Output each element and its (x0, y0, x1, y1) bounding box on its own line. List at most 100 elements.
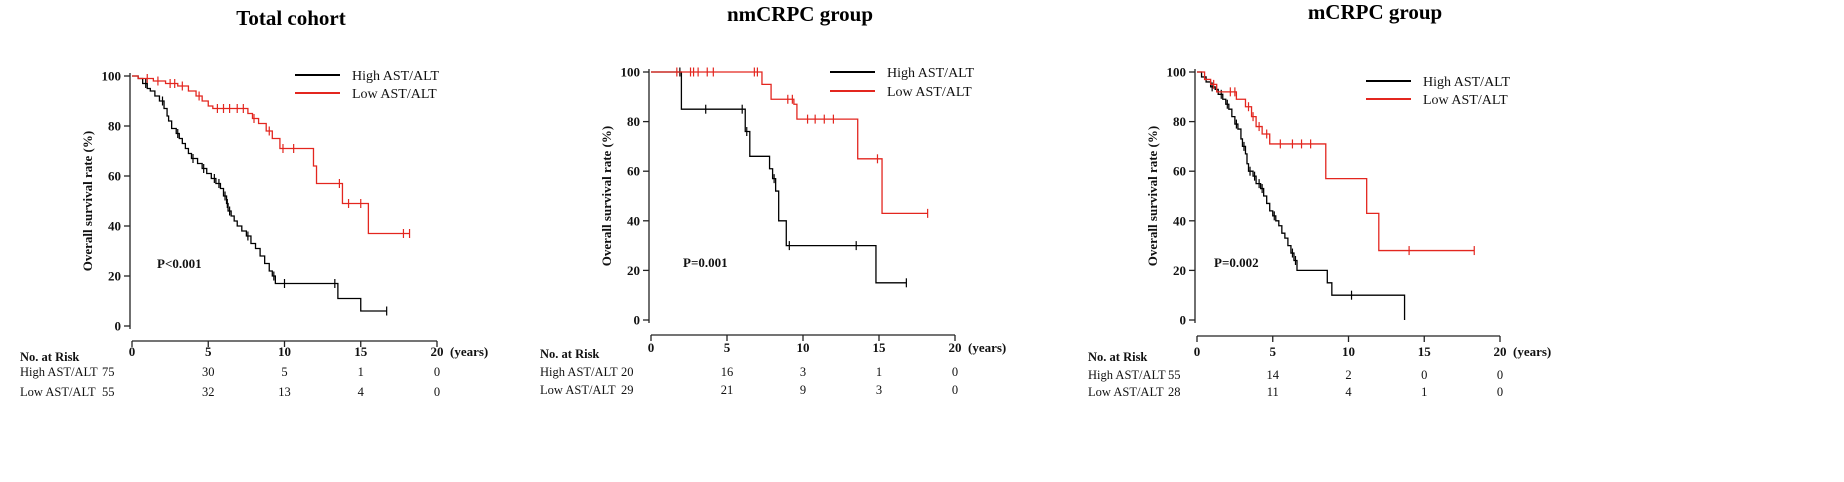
risk-count: 5 (281, 365, 287, 379)
y-tick-label: 60 (108, 169, 121, 184)
risk-row-label-high-ast-alt: High AST/ALT (20, 365, 98, 379)
y-axis-label: Overall survival rate (%) (1145, 126, 1160, 266)
risk-row-label-low-ast-alt: Low AST/ALT (20, 385, 96, 399)
risk-count: 13 (278, 385, 291, 399)
y-tick-label: 80 (1173, 114, 1186, 129)
y-axis-label: Overall survival rate (%) (599, 126, 614, 266)
y-tick-label: 100 (102, 69, 122, 84)
legend-label-high-ast-alt: High AST/ALT (1423, 75, 1510, 90)
x-axis-unit-label: (years) (968, 340, 1006, 355)
risk-count: 29 (621, 383, 634, 397)
risk-count: 0 (434, 365, 440, 379)
risk-count: 11 (1267, 385, 1279, 399)
risk-count: 1 (358, 365, 364, 379)
risk-count: 4 (358, 385, 365, 399)
risk-count: 16 (721, 365, 734, 379)
x-tick-label: 5 (205, 344, 212, 359)
y-tick-label: 0 (634, 313, 641, 328)
risk-count: 0 (1497, 385, 1503, 399)
risk-count: 0 (1497, 368, 1503, 382)
x-tick-label: 20 (949, 340, 962, 355)
legend-label-low-ast-alt: Low AST/ALT (887, 85, 972, 100)
y-tick-label: 80 (627, 114, 640, 129)
legend-label-high-ast-alt: High AST/ALT (352, 69, 439, 84)
risk-table-header: No. at Risk (20, 350, 79, 364)
risk-count: 1 (1421, 385, 1427, 399)
y-tick-label: 60 (1173, 164, 1186, 179)
y-tick-label: 100 (621, 65, 641, 80)
risk-count: 4 (1345, 385, 1352, 399)
risk-count: 3 (800, 365, 806, 379)
risk-table-header: No. at Risk (540, 347, 599, 361)
x-tick-label: 15 (354, 344, 368, 359)
risk-row-label-high-ast-alt: High AST/ALT (540, 365, 618, 379)
y-tick-label: 60 (627, 164, 640, 179)
x-tick-label: 10 (797, 340, 810, 355)
km-curve-high-ast-alt (132, 75, 387, 312)
risk-count: 32 (202, 385, 215, 399)
x-tick-label: 0 (129, 344, 136, 359)
risk-count: 2 (1345, 368, 1351, 382)
km-curve-high-ast-alt (651, 71, 907, 284)
x-tick-label: 15 (873, 340, 887, 355)
y-tick-label: 20 (108, 269, 121, 284)
p-value-annotation: P=0.001 (683, 255, 728, 270)
km-curve-low-ast-alt (1197, 71, 1475, 252)
y-tick-label: 0 (1180, 313, 1187, 328)
y-tick-label: 40 (1173, 213, 1186, 228)
risk-count: 14 (1267, 368, 1280, 382)
legend-label-low-ast-alt: Low AST/ALT (352, 87, 437, 102)
risk-count: 55 (102, 385, 115, 399)
risk-count: 0 (952, 383, 958, 397)
y-tick-label: 20 (1173, 263, 1186, 278)
x-tick-label: 20 (431, 344, 444, 359)
risk-count: 0 (1421, 368, 1427, 382)
chart-title: nmCRPC group (727, 2, 873, 26)
x-tick-label: 0 (1194, 344, 1201, 359)
risk-count: 3 (876, 383, 882, 397)
km-curve-high-ast-alt (1197, 71, 1406, 320)
y-tick-label: 0 (115, 319, 122, 334)
y-tick-label: 40 (108, 219, 121, 234)
x-tick-label: 10 (1342, 344, 1355, 359)
risk-count: 28 (1168, 385, 1181, 399)
legend-label-low-ast-alt: Low AST/ALT (1423, 93, 1508, 108)
legend-label-high-ast-alt: High AST/ALT (887, 66, 974, 81)
y-axis-label: Overall survival rate (%) (80, 131, 95, 271)
risk-count: 55 (1168, 368, 1181, 382)
risk-count: 75 (102, 365, 115, 379)
risk-count: 0 (952, 365, 958, 379)
risk-count: 21 (721, 383, 734, 397)
risk-count: 1 (876, 365, 882, 379)
y-tick-label: 100 (1167, 65, 1187, 80)
x-axis-unit-label: (years) (1513, 344, 1551, 359)
km-curve-low-ast-alt (132, 75, 410, 235)
risk-count: 0 (434, 385, 440, 399)
chart-title: Total cohort (236, 6, 345, 30)
y-tick-label: 20 (627, 263, 640, 278)
risk-count: 9 (800, 383, 806, 397)
x-tick-label: 5 (1270, 344, 1277, 359)
x-tick-label: 10 (278, 344, 291, 359)
p-value-annotation: P<0.001 (157, 256, 202, 271)
x-tick-label: 15 (1418, 344, 1432, 359)
x-tick-label: 20 (1494, 344, 1507, 359)
x-tick-label: 0 (648, 340, 655, 355)
risk-row-label-low-ast-alt: Low AST/ALT (540, 383, 616, 397)
y-tick-label: 80 (108, 119, 121, 134)
chart-title: mCRPC group (1308, 0, 1442, 24)
risk-table-header: No. at Risk (1088, 350, 1147, 364)
risk-row-label-high-ast-alt: High AST/ALT (1088, 368, 1166, 382)
x-tick-label: 5 (724, 340, 731, 355)
risk-count: 30 (202, 365, 215, 379)
x-axis-unit-label: (years) (450, 344, 488, 359)
p-value-annotation: P=0.002 (1214, 255, 1259, 270)
risk-row-label-low-ast-alt: Low AST/ALT (1088, 385, 1164, 399)
risk-count: 20 (621, 365, 634, 379)
y-tick-label: 40 (627, 213, 640, 228)
